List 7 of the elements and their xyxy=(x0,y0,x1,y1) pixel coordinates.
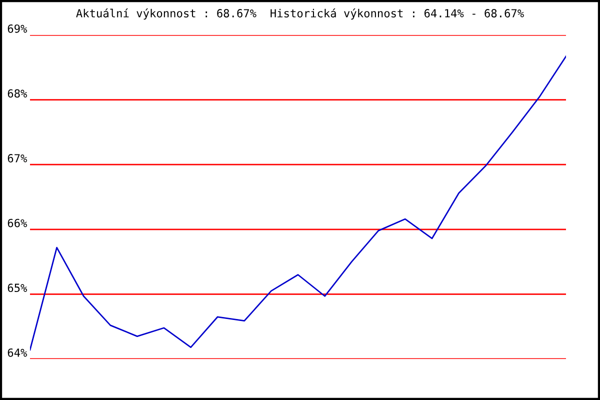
y-tick-label: 64% xyxy=(8,348,28,357)
y-tick-label: 66% xyxy=(8,218,28,228)
y-tick-label: 69% xyxy=(8,24,28,33)
chart-title: Aktuální výkonnost : 68.67% Historická výkonnost : 64.14% - 68.67% xyxy=(76,8,524,20)
y-tick-label: 65% xyxy=(8,284,28,292)
y-tick-label: 67% xyxy=(8,154,28,162)
y-tick-label: 68% xyxy=(8,89,28,98)
